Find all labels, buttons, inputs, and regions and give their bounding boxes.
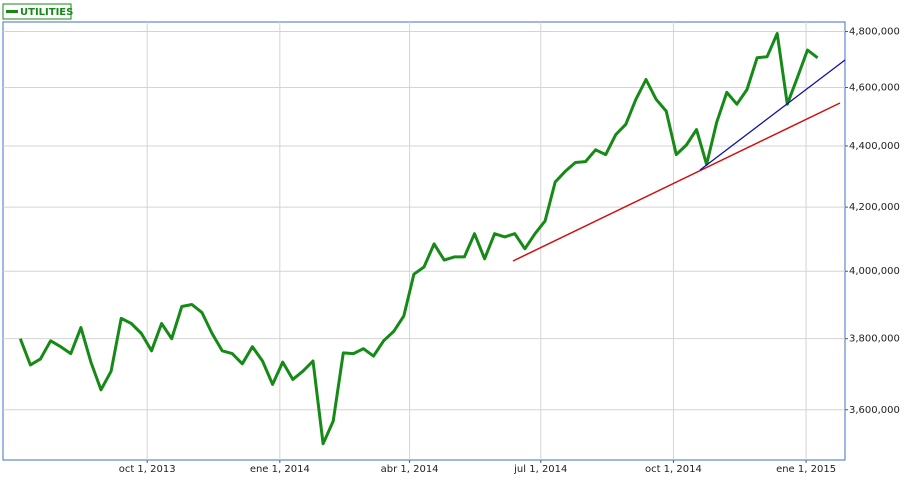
- y-tick-label: 3,800,000: [849, 334, 900, 345]
- marks: [18, 32, 819, 446]
- y-tick-label: 4,600,000: [849, 83, 900, 94]
- plot-frame: [2, 21, 846, 461]
- trend-line: [512, 102, 841, 262]
- x-tick-label: ene 1, 2015: [776, 464, 836, 475]
- x-tick-label: oct 1, 2014: [645, 464, 702, 475]
- y-tick-label: 3,600,000: [849, 405, 900, 416]
- legend-label: UTILITIES: [20, 7, 73, 18]
- y-tick-label: 4,000,000: [849, 266, 900, 277]
- x-tick-label: jul 1, 2014: [513, 464, 567, 475]
- y-tick-label: 4,200,000: [849, 202, 900, 213]
- data-line: [18, 32, 819, 446]
- y-tick-label: 4,800,000: [849, 27, 900, 38]
- trend-line: [699, 59, 846, 171]
- legend: UTILITIES: [2, 3, 73, 20]
- y-tick-label: 4,400,000: [849, 141, 900, 152]
- x-tick-label: oct 1, 2013: [119, 464, 176, 475]
- x-tick-label: abr 1, 2014: [381, 464, 439, 475]
- legend-box: [2, 3, 72, 20]
- x-tick-label: ene 1, 2014: [250, 464, 310, 475]
